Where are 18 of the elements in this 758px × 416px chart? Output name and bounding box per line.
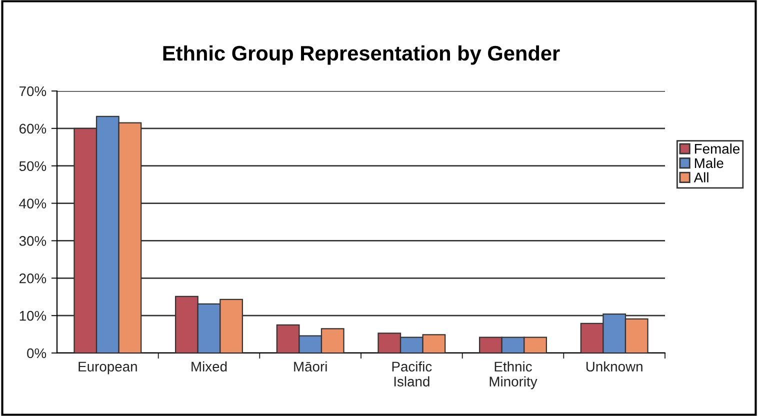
y-tick-label: 60%: [19, 124, 46, 134]
y-tick-label: 30%: [19, 236, 46, 246]
y-tick-label: 20%: [19, 273, 46, 284]
x-tick-label: European: [78, 362, 137, 374]
x-tick-label: Mixed: [192, 361, 227, 372]
x-tick-label: Pacific Island: [392, 361, 432, 386]
chart-title: Ethnic Group Representation by Gender: [163, 45, 560, 65]
y-tick-label: 40%: [19, 198, 46, 208]
legend-label: Male: [694, 158, 724, 168]
y-tick-label: 50%: [19, 161, 46, 172]
y-tick-label: 10%: [20, 310, 46, 321]
x-tick-label: Māori: [294, 361, 327, 372]
legend-label: All: [694, 172, 708, 182]
legend-label: Female: [694, 144, 740, 154]
y-tick-label: 0%: [27, 348, 46, 358]
x-tick-label: Ethnic Minority: [490, 361, 538, 390]
y-tick-label: 70%: [20, 86, 46, 96]
x-tick-label: Unknown: [586, 361, 642, 372]
